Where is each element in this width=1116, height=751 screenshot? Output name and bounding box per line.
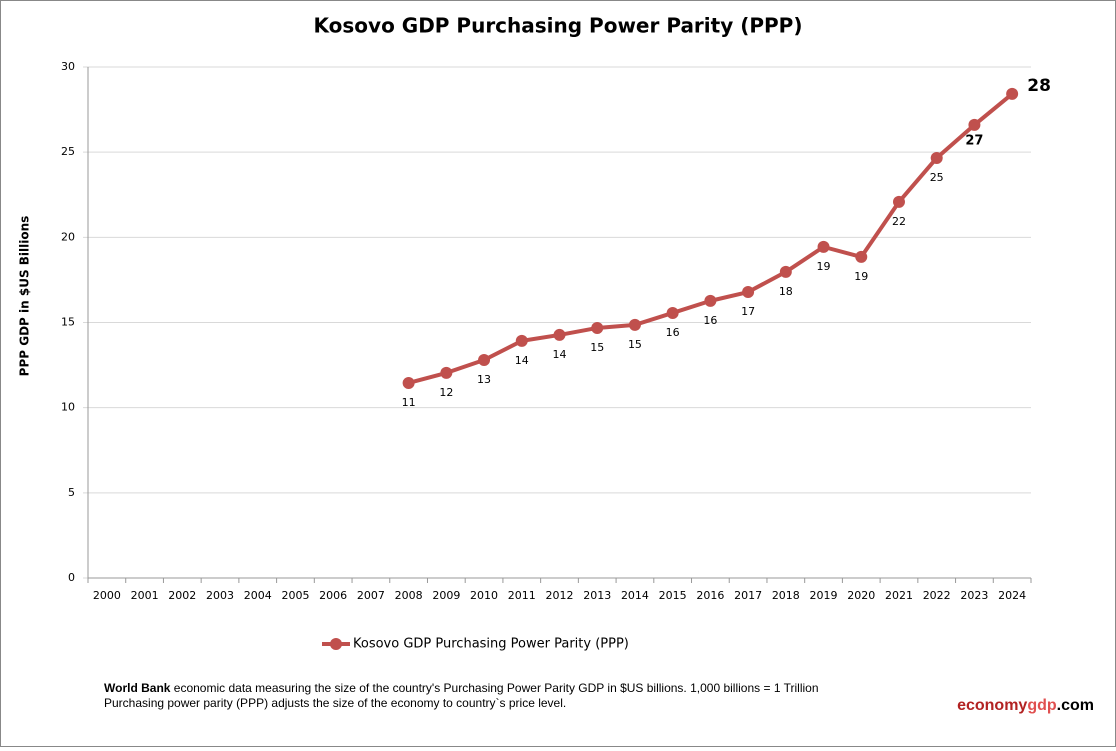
- brand: economygdp.com: [957, 697, 1094, 714]
- footer-text: World Bank economic data measuring the s…: [104, 681, 819, 695]
- data-label: 14: [553, 348, 567, 361]
- data-point: [591, 321, 604, 334]
- y-tick-label: 20: [61, 230, 75, 243]
- footer-line: Purchasing power parity (PPP) adjusts th…: [104, 696, 566, 710]
- data-label: 15: [590, 341, 604, 354]
- y-axis-title: PPP GDP in $US Billions: [18, 216, 32, 377]
- data-point: [440, 366, 453, 379]
- data-label: 22: [892, 215, 906, 228]
- x-tick-label: 2000: [93, 589, 121, 602]
- data-point: [1006, 87, 1019, 100]
- x-tick-label: 2007: [357, 589, 385, 602]
- data-label: 25: [930, 171, 944, 184]
- data-label: 19: [817, 260, 831, 273]
- x-tick-label: 2022: [923, 589, 951, 602]
- data-label: 16: [703, 314, 717, 327]
- y-tick-label: 5: [68, 486, 75, 499]
- x-tick-label: 2016: [696, 589, 724, 602]
- x-tick-label: 2005: [281, 589, 309, 602]
- data-label: 18: [779, 285, 793, 298]
- footer-line: economic data measuring the size of the …: [170, 681, 818, 695]
- x-tick-label: 2009: [432, 589, 460, 602]
- legend-label: Kosovo GDP Purchasing Power Parity (PPP): [353, 637, 629, 652]
- data-point: [478, 353, 491, 366]
- x-tick-label: 2013: [583, 589, 611, 602]
- x-tick-label: 2001: [131, 589, 159, 602]
- data-label: 12: [439, 386, 453, 399]
- y-tick-label: 0: [68, 571, 75, 584]
- x-tick-label: 2012: [546, 589, 574, 602]
- brand-part: gdp: [1027, 697, 1057, 714]
- x-tick-label: 2018: [772, 589, 800, 602]
- x-tick-label: 2024: [998, 589, 1026, 602]
- y-tick-label: 25: [61, 145, 75, 158]
- data-label: 15: [628, 338, 642, 351]
- legend-marker: [330, 638, 342, 650]
- y-tick-label: 15: [61, 316, 75, 329]
- data-point: [666, 306, 679, 319]
- x-tick-label: 2003: [206, 589, 234, 602]
- x-tick-label: 2008: [395, 589, 423, 602]
- x-tick-label: 2020: [847, 589, 875, 602]
- y-tick-label: 30: [61, 60, 75, 73]
- x-tick-label: 2021: [885, 589, 913, 602]
- brand-part: .com: [1057, 697, 1094, 714]
- data-point: [817, 240, 830, 253]
- x-tick-label: 2006: [319, 589, 347, 602]
- data-point: [855, 250, 868, 263]
- data-point: [515, 334, 528, 347]
- data-point: [704, 294, 717, 307]
- y-tick-label: 10: [61, 401, 75, 414]
- x-tick-label: 2011: [508, 589, 536, 602]
- data-label: 11: [402, 396, 416, 409]
- data-label: 27: [965, 133, 983, 148]
- data-label: 19: [854, 270, 868, 283]
- data-point: [779, 265, 792, 278]
- chart-title: Kosovo GDP Purchasing Power Parity (PPP): [314, 14, 803, 38]
- x-tick-label: 2015: [659, 589, 687, 602]
- x-tick-label: 2014: [621, 589, 649, 602]
- footer-source: World Bank: [104, 681, 171, 695]
- data-point: [402, 376, 415, 389]
- data-label: 14: [515, 354, 529, 367]
- data-label: 13: [477, 373, 491, 386]
- x-tick-label: 2002: [168, 589, 196, 602]
- data-point: [628, 318, 641, 331]
- data-point: [742, 286, 755, 299]
- brand-part: economy: [957, 697, 1027, 714]
- data-point: [930, 151, 943, 164]
- data-point: [553, 328, 566, 341]
- x-tick-label: 2017: [734, 589, 762, 602]
- data-label: 28: [1027, 76, 1051, 96]
- data-label: 16: [666, 326, 680, 339]
- x-tick-label: 2023: [960, 589, 988, 602]
- x-tick-label: 2004: [244, 589, 272, 602]
- x-tick-label: 2010: [470, 589, 498, 602]
- data-point: [968, 118, 981, 131]
- x-tick-label: 2019: [810, 589, 838, 602]
- data-point: [892, 195, 905, 208]
- data-label: 17: [741, 305, 755, 318]
